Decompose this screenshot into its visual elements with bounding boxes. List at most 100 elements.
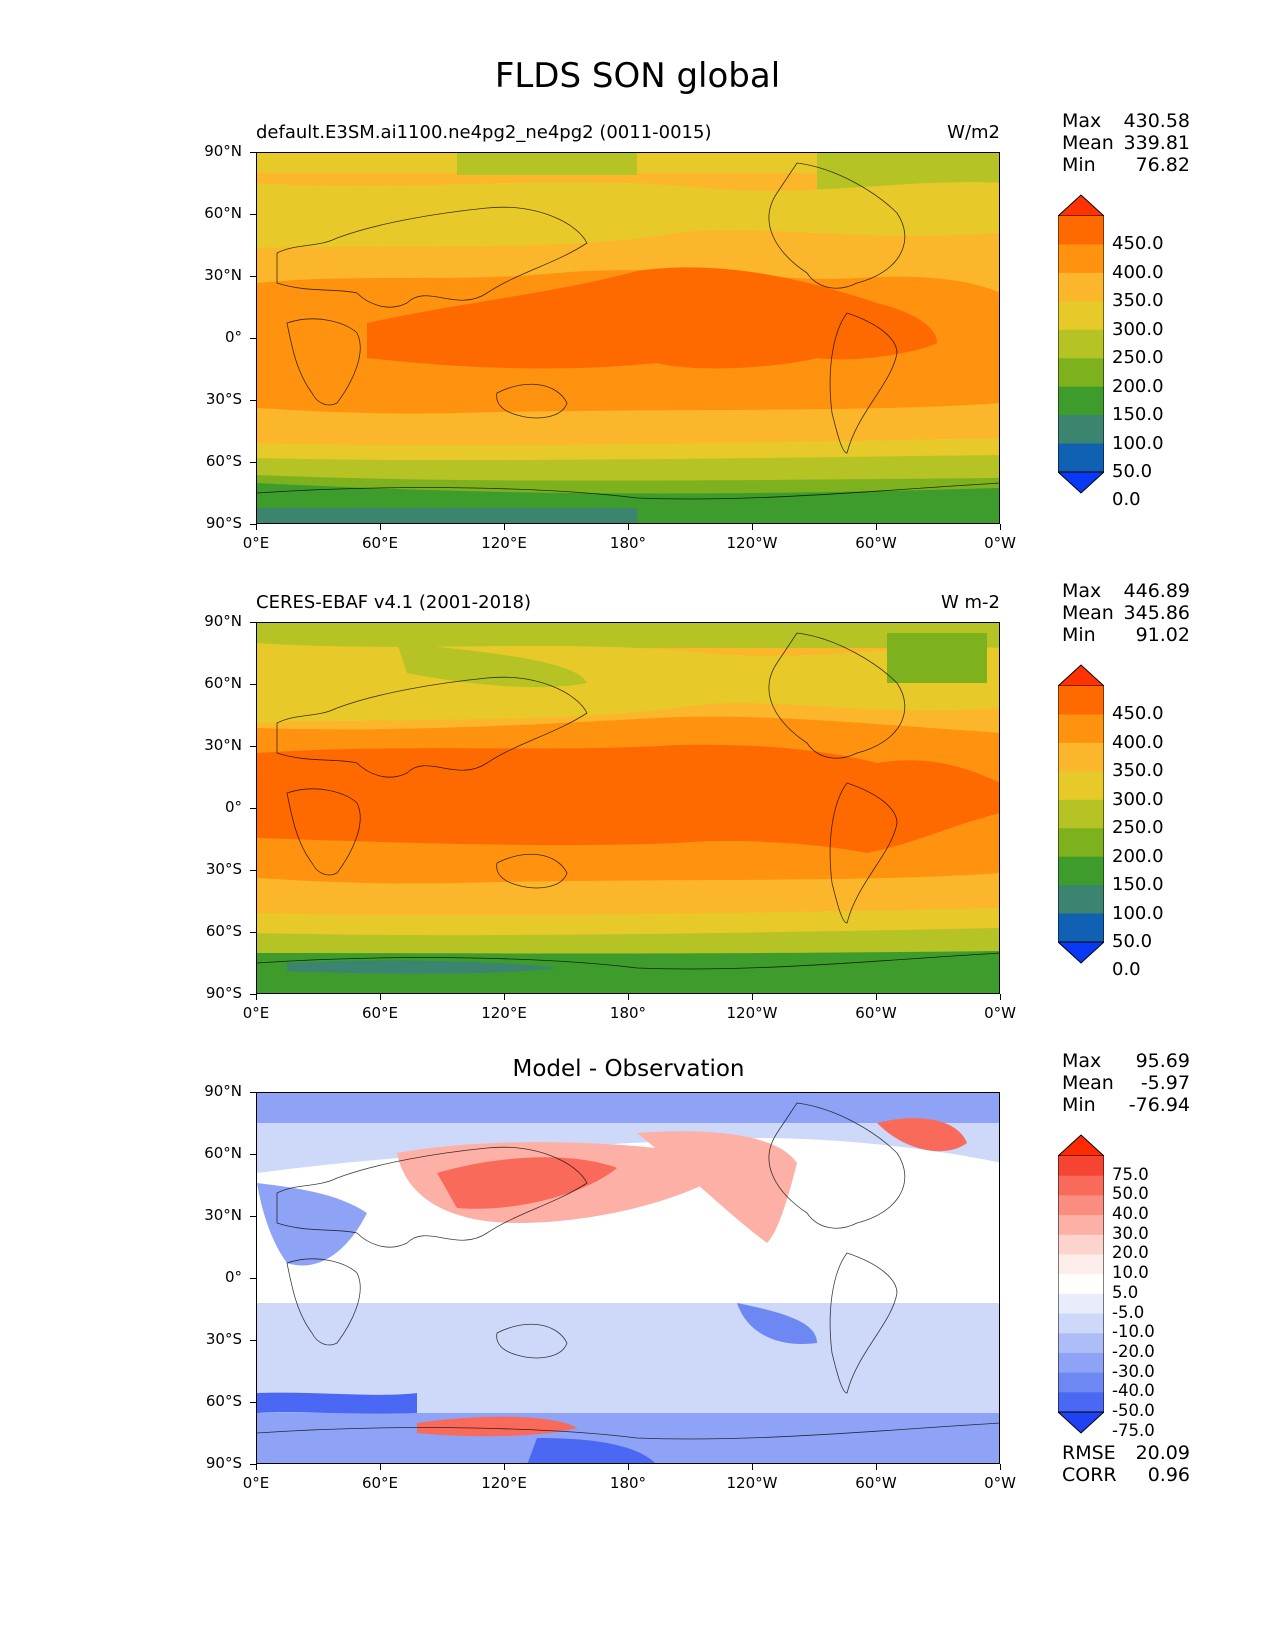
lon-tick-label: 0°E	[242, 534, 270, 552]
stat-value: 339.81	[1123, 132, 1190, 154]
lon-tick	[752, 524, 754, 530]
lon-tick-label: 60°E	[361, 534, 399, 552]
colorbar-segment	[1058, 828, 1104, 858]
stat-value: -76.94	[1128, 1094, 1190, 1116]
lon-tick-label: 0°E	[242, 1474, 270, 1492]
lon-tick	[1000, 994, 1002, 1000]
colorbar-segment	[1058, 1254, 1104, 1275]
colorbar-tick-label: 200.0	[1112, 375, 1164, 397]
lat-tick-label: 90°N	[204, 612, 242, 630]
stat-min: Min 76.82	[1062, 154, 1190, 176]
diff-panel: Model - Observation	[0, 1050, 1275, 1502]
lon-tick-label: 0°W	[984, 1004, 1016, 1022]
lon-tick-label: 60°W	[855, 1474, 897, 1492]
colorbar-tick-label: 10.0	[1112, 1263, 1149, 1283]
colorbar-segment	[1058, 1274, 1104, 1295]
lon-tick-label: 60°E	[361, 1004, 399, 1022]
lon-tick-label: 60°E	[361, 1474, 399, 1492]
lon-tick-label: 120°E	[481, 1004, 527, 1022]
lon-tick	[256, 1464, 258, 1470]
obs-colorbar	[1058, 664, 1104, 964]
stat-value: -5.97	[1140, 1072, 1190, 1094]
colorbar-tick-label: 50.0	[1112, 1184, 1149, 1204]
colorbar-tick-label: 400.0	[1112, 261, 1164, 283]
stat-mean: Mean 339.81	[1062, 132, 1190, 154]
lat-tick-label: 60°S	[205, 922, 242, 940]
lon-tick-label: 120°E	[481, 534, 527, 552]
lat-tick-label: 0°	[224, 328, 242, 346]
colorbar-tick-label: 350.0	[1112, 760, 1164, 782]
stat-value: 20.09	[1135, 1442, 1190, 1464]
lon-tick	[380, 1464, 382, 1470]
lat-tick	[250, 1278, 256, 1280]
colorbar-tick-label: -40.0	[1112, 1381, 1155, 1401]
colorbar-tick-label: -20.0	[1112, 1341, 1155, 1361]
colorbar-extend-min	[1058, 941, 1104, 964]
figure-title: FLDS SON global	[494, 56, 781, 96]
colorbar-segment	[1058, 686, 1104, 715]
diff-map	[256, 1092, 1000, 1464]
lat-tick	[250, 462, 256, 464]
colorbar-segment	[1058, 1234, 1104, 1255]
stat-value: 91.02	[1135, 624, 1190, 646]
colorbar-segment	[1058, 1195, 1104, 1216]
lat-tick	[250, 1216, 256, 1218]
stat-label: Mean	[1062, 132, 1114, 154]
lon-tick-label: 120°W	[726, 534, 778, 552]
stat-max: Max 446.89	[1062, 580, 1190, 602]
colorbar-tick-label: 200.0	[1112, 845, 1164, 867]
colorbar-segment	[1058, 1156, 1104, 1177]
stat-label: Max	[1062, 580, 1102, 602]
colorbar-tick-label: 100.0	[1112, 902, 1164, 924]
stat-label: Max	[1062, 1050, 1102, 1072]
lon-tick	[380, 524, 382, 530]
colorbar-segment	[1058, 329, 1104, 359]
lon-tick	[380, 994, 382, 1000]
colorbar-extend-min	[1058, 1411, 1104, 1434]
lon-tick	[256, 994, 258, 1000]
colorbar-tick-label: -10.0	[1112, 1322, 1155, 1342]
lat-tick-label: 90°N	[204, 1082, 242, 1100]
model-stats: Max 430.58 Mean 339.81 Min 76.82	[1062, 110, 1190, 176]
colorbar-tick-label: -50.0	[1112, 1401, 1155, 1420]
lat-tick	[250, 1154, 256, 1156]
colorbar-tick-label: 450.0	[1112, 703, 1164, 725]
colorbar-segment	[1058, 885, 1104, 915]
panel-left-title: CERES-EBAF v4.1 (2001-2018)	[256, 592, 532, 613]
lat-tick-label: 30°N	[204, 1206, 242, 1224]
colorbar-tick-label: 250.0	[1112, 347, 1164, 369]
stat-label: CORR	[1062, 1464, 1117, 1486]
lat-tick	[250, 1092, 256, 1094]
lat-tick	[250, 932, 256, 934]
colorbar-segment	[1058, 1313, 1104, 1334]
stat-value: 446.89	[1123, 580, 1190, 602]
colorbar-tick-label: 30.0	[1112, 1223, 1149, 1243]
lat-tick-label: 30°S	[205, 1330, 242, 1348]
colorbar-tick-label: 300.0	[1112, 318, 1164, 340]
lat-tick-label: 60°N	[204, 674, 242, 692]
obs-map	[256, 622, 1000, 994]
colorbar-segment	[1058, 1392, 1104, 1413]
lat-tick-label: 30°N	[204, 736, 242, 754]
lon-tick	[1000, 1464, 1002, 1470]
lon-tick-label: 120°W	[726, 1004, 778, 1022]
lat-tick-label: 60°N	[204, 204, 242, 222]
colorbar-extend-max	[1058, 194, 1104, 217]
lon-tick-label: 180°	[609, 1474, 647, 1492]
lat-tick	[250, 400, 256, 402]
lon-tick	[504, 524, 506, 530]
colorbar-extend-max	[1058, 1134, 1104, 1157]
lat-tick-label: 90°S	[205, 1454, 242, 1472]
colorbar-tick-label: 50.0	[1112, 931, 1153, 952]
lat-tick	[250, 870, 256, 872]
lon-tick	[504, 994, 506, 1000]
lat-tick-label: 90°N	[204, 142, 242, 160]
stat-mean: Mean -5.97	[1062, 1072, 1190, 1094]
lat-tick-label: 0°	[224, 798, 242, 816]
colorbar-segment	[1058, 1372, 1104, 1393]
colorbar-tick-label: -75.0	[1112, 1420, 1155, 1440]
lat-tick	[250, 684, 256, 686]
lat-tick	[250, 276, 256, 278]
stat-min: Min 91.02	[1062, 624, 1190, 646]
model-panel: default.E3SM.ai1100.ne4pg2_ne4pg2 (0011-…	[0, 110, 1275, 562]
